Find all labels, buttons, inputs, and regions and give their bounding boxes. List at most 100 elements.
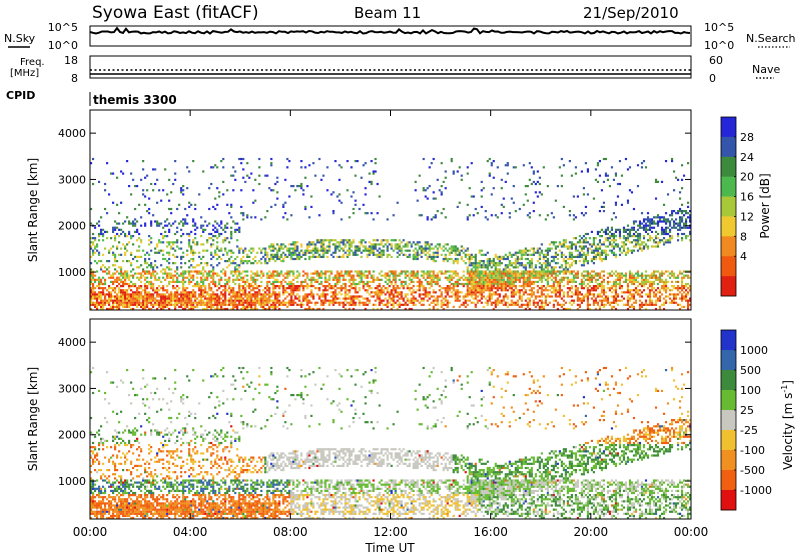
power-cell bbox=[312, 285, 315, 288]
power-cell bbox=[560, 251, 563, 254]
power-cell bbox=[548, 301, 551, 304]
power-cell bbox=[166, 297, 169, 300]
power-cell bbox=[112, 280, 115, 284]
power-cell bbox=[392, 249, 395, 252]
power-cell bbox=[368, 301, 371, 304]
power-cell bbox=[614, 280, 618, 284]
power-cell bbox=[472, 282, 475, 286]
power-cell bbox=[334, 276, 337, 279]
power-cell bbox=[244, 293, 247, 296]
power-cell bbox=[208, 289, 211, 292]
power-cell bbox=[362, 249, 365, 252]
power-cell bbox=[316, 272, 319, 275]
power-cell bbox=[214, 207, 217, 211]
power-cell bbox=[572, 280, 575, 284]
power-cell bbox=[100, 301, 103, 304]
power-cell bbox=[330, 299, 333, 302]
power-cell bbox=[444, 291, 447, 294]
power-cell bbox=[270, 272, 273, 275]
power-cell bbox=[534, 182, 537, 186]
power-cell bbox=[442, 245, 445, 248]
power-cell bbox=[530, 276, 533, 279]
power-cell bbox=[444, 287, 447, 290]
power-cell bbox=[286, 247, 289, 250]
power-cell bbox=[300, 185, 303, 188]
power-cell bbox=[146, 295, 149, 298]
power-cell bbox=[482, 187, 485, 190]
power-cell bbox=[608, 274, 612, 277]
power-cell bbox=[312, 253, 315, 256]
power-cell bbox=[520, 270, 523, 273]
power-cell bbox=[404, 276, 407, 279]
power-cell bbox=[496, 257, 499, 261]
power-cell bbox=[492, 301, 495, 304]
power-cell bbox=[530, 253, 533, 256]
power-cell bbox=[382, 291, 385, 294]
power-cell bbox=[622, 237, 626, 240]
power-cell bbox=[482, 274, 485, 277]
power-cell bbox=[578, 251, 581, 254]
power-cell bbox=[304, 299, 307, 302]
power-cell bbox=[244, 291, 247, 294]
power-cell bbox=[228, 301, 231, 304]
power-cell bbox=[588, 272, 591, 275]
power-cell bbox=[436, 299, 439, 302]
power-cell bbox=[290, 299, 293, 302]
power-cell bbox=[506, 274, 509, 277]
power-cell bbox=[340, 301, 343, 304]
power-cell bbox=[436, 255, 439, 259]
power-cell bbox=[284, 287, 287, 290]
power-cell bbox=[204, 291, 207, 294]
power-cell bbox=[90, 274, 93, 277]
power-cell bbox=[574, 293, 577, 296]
power-cell bbox=[346, 301, 349, 304]
power-cell bbox=[244, 180, 247, 184]
power-cell bbox=[328, 239, 331, 242]
power-cell bbox=[582, 241, 585, 244]
power-cell bbox=[600, 253, 603, 256]
power-cell bbox=[118, 212, 121, 215]
power-cell bbox=[592, 293, 595, 296]
power-cell bbox=[298, 251, 301, 254]
power-cell bbox=[532, 247, 535, 250]
power-cell bbox=[464, 305, 467, 309]
power-cell bbox=[108, 287, 111, 290]
power-cell bbox=[118, 303, 121, 306]
power-cell bbox=[168, 282, 171, 286]
power-cell bbox=[146, 174, 149, 177]
power-cell bbox=[180, 305, 183, 309]
power-cell bbox=[144, 295, 147, 298]
power-cell bbox=[320, 247, 323, 250]
power-cell bbox=[520, 303, 523, 306]
power-cell bbox=[100, 287, 103, 290]
power-cell bbox=[532, 270, 535, 273]
power-cell bbox=[514, 274, 517, 277]
power-cell bbox=[180, 187, 183, 190]
power-cell bbox=[502, 297, 505, 300]
power-cell bbox=[480, 270, 483, 273]
power-cell bbox=[336, 245, 339, 248]
power-cell bbox=[482, 305, 485, 309]
power-cell bbox=[584, 241, 587, 244]
power-cell bbox=[540, 193, 543, 196]
power-cell bbox=[220, 276, 223, 279]
power-cell bbox=[116, 276, 119, 279]
power-cell bbox=[278, 285, 281, 288]
power-cell bbox=[218, 232, 221, 236]
power-cell bbox=[270, 245, 273, 248]
power-cell bbox=[496, 276, 499, 279]
power-cell bbox=[208, 187, 211, 190]
power-cell bbox=[218, 278, 221, 281]
power-cell bbox=[622, 249, 626, 252]
power-cell bbox=[372, 247, 375, 250]
power-cell bbox=[226, 280, 229, 284]
power-cell bbox=[282, 216, 285, 219]
power-cell bbox=[584, 278, 587, 281]
power-cell bbox=[476, 282, 479, 286]
power-cell bbox=[594, 280, 597, 284]
power-cell bbox=[518, 280, 521, 284]
power-cell bbox=[152, 168, 155, 171]
power-cell bbox=[216, 253, 219, 256]
power-cell bbox=[538, 266, 541, 269]
power-cell bbox=[304, 253, 307, 256]
